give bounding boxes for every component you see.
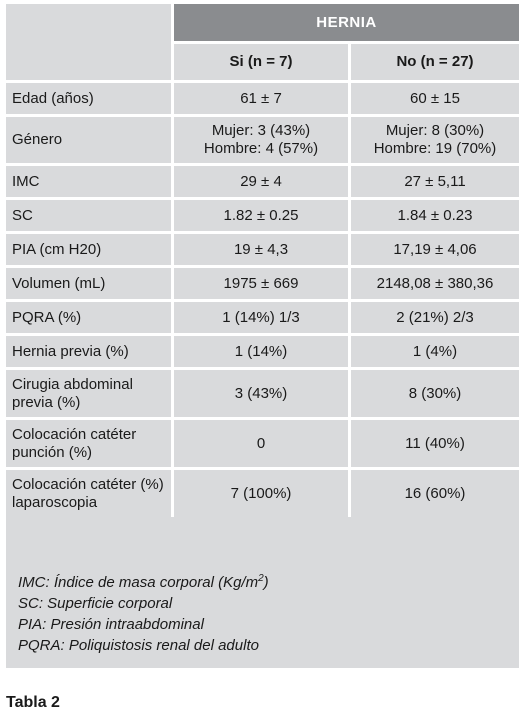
table-row: Volumen (mL) 1975 ± 669 2148,08 ± 380,36 (6, 265, 519, 299)
cell-no: 1 (4%) (348, 333, 519, 367)
row-label: Cirugia abdominal previa (%) (6, 367, 171, 417)
table-row: Cirugia abdominal previa (%) 3 (43%) 8 (… (6, 367, 519, 417)
column-header-no: No (n = 27) (348, 41, 519, 80)
table-row: Colocación catéter (%) laparoscopia 7 (1… (6, 467, 519, 517)
cell-no: 17,19 ± 4,06 (348, 231, 519, 265)
row-label: IMC (6, 163, 171, 197)
cell-si: 3 (43%) (171, 367, 348, 417)
row-label: SC (6, 197, 171, 231)
group-header-row: HERNIA (6, 4, 519, 41)
cell-no: 27 ± 5,11 (348, 163, 519, 197)
footnote-imc-superscript: 2 (258, 573, 264, 584)
cell-no: Mujer: 8 (30%) Hombre: 19 (70%) (348, 114, 519, 163)
cell-si: 1.82 ± 0.25 (171, 197, 348, 231)
table-row: Hernia previa (%) 1 (14%) 1 (4%) (6, 333, 519, 367)
table-row: Edad (años) 61 ± 7 60 ± 15 (6, 80, 519, 114)
cell-no: 2 (21%) 2/3 (348, 299, 519, 333)
row-label: PIA (cm H20) (6, 231, 171, 265)
table-row: PQRA (%) 1 (14%) 1/3 2 (21%) 2/3 (6, 299, 519, 333)
cell-no: 16 (60%) (348, 467, 519, 517)
group-header-hernia: HERNIA (171, 4, 519, 41)
cell-no: 8 (30%) (348, 367, 519, 417)
column-header-si: Si (n = 7) (171, 41, 348, 80)
cell-si: 1975 ± 669 (171, 265, 348, 299)
row-label: Volumen (mL) (6, 265, 171, 299)
empty-corner-2 (6, 41, 171, 80)
row-label: Edad (años) (6, 80, 171, 114)
table-row: Colocación catéter punción (%) 0 11 (40%… (6, 417, 519, 467)
hernia-table: HERNIA Si (n = 7) No (n = 27) Edad (años… (6, 4, 519, 517)
table-caption: Tabla 2 (6, 694, 60, 711)
cell-no: 11 (40%) (348, 417, 519, 467)
row-label: Género (6, 114, 171, 163)
table-row: SC 1.82 ± 0.25 1.84 ± 0.23 (6, 197, 519, 231)
column-header-row: Si (n = 7) No (n = 27) (6, 41, 519, 80)
row-label: PQRA (%) (6, 299, 171, 333)
row-label: Colocación catéter punción (%) (6, 417, 171, 467)
row-label: Colocación catéter (%) laparoscopia (6, 467, 171, 517)
footnote-pia: PIA: Presión intraabdominal (18, 616, 204, 633)
empty-corner (6, 4, 171, 41)
cell-si: Mujer: 3 (43%) Hombre: 4 (57%) (171, 114, 348, 163)
cell-si: 1 (14%) (171, 333, 348, 367)
table-row: Género Mujer: 3 (43%) Hombre: 4 (57%) Muj… (6, 114, 519, 163)
cell-si: 0 (171, 417, 348, 467)
table-row: PIA (cm H20) 19 ± 4,3 17,19 ± 4,06 (6, 231, 519, 265)
cell-si: 7 (100%) (171, 467, 348, 517)
cell-no: 2148,08 ± 380,36 (348, 265, 519, 299)
cell-si: 61 ± 7 (171, 80, 348, 114)
footnote-pqra: PQRA: Poliquistosis renal del adulto (18, 637, 259, 654)
cell-si: 1 (14%) 1/3 (171, 299, 348, 333)
table-footnotes: IMC: Índice de masa corporal (Kg/m2) SC:… (18, 572, 269, 656)
cell-no: 60 ± 15 (348, 80, 519, 114)
table-row: IMC 29 ± 4 27 ± 5,11 (6, 163, 519, 197)
footnote-imc-close: ) (263, 574, 269, 591)
footnote-sc: SC: Superficie corporal (18, 595, 173, 612)
cell-no: 1.84 ± 0.23 (348, 197, 519, 231)
cell-si: 29 ± 4 (171, 163, 348, 197)
footnote-imc-text: IMC: Índice de masa corporal (Kg/m (18, 574, 259, 591)
footnote-imc: IMC: Índice de masa corporal (Kg/m2) (18, 572, 269, 593)
cell-si: 19 ± 4,3 (171, 231, 348, 265)
row-label: Hernia previa (%) (6, 333, 171, 367)
